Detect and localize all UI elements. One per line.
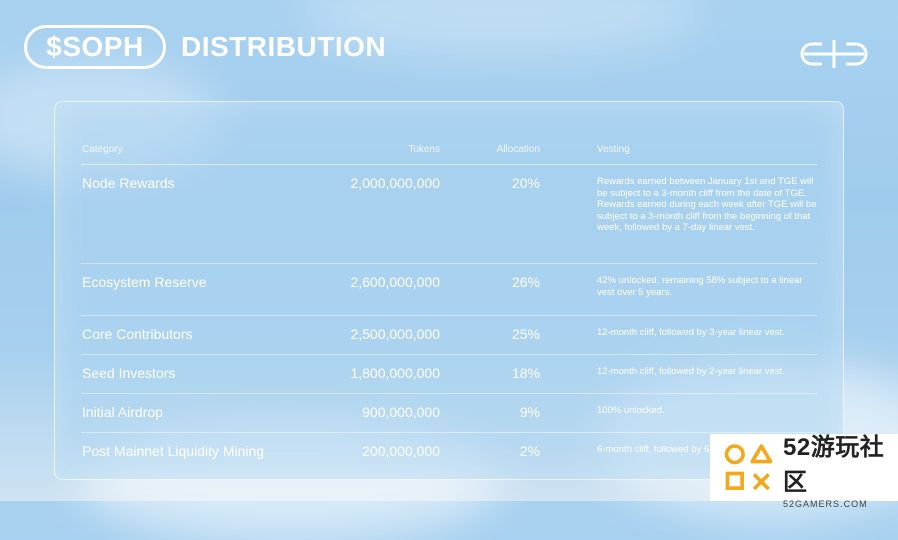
token-ticker: $SOPH	[46, 31, 144, 62]
distribution-table: Category Tokens Allocation Vesting Node …	[81, 134, 817, 471]
row-allocation: 18%	[441, 354, 541, 394]
watermark-title: 52游玩社区	[783, 433, 885, 496]
table-row: Core Contributors 2,500,000,000 25% 12-m…	[81, 315, 817, 355]
row-allocation: 25%	[441, 315, 541, 355]
row-vesting: Rewards earned between January 1st and T…	[541, 164, 817, 264]
page-title: DISTRIBUTION	[181, 31, 387, 62]
column-header-allocation: Allocation	[441, 134, 541, 165]
site-watermark: 52游玩社区 52GAMERS.COM	[710, 434, 898, 509]
row-tokens: 2,600,000,000	[333, 263, 441, 316]
row-tokens: 900,000,000	[333, 393, 441, 433]
column-header-tokens: Tokens	[333, 134, 441, 165]
row-tokens: 200,000,000	[362, 443, 440, 459]
table-row: Seed Investors 1,800,000,000 18% 12-mont…	[81, 354, 817, 394]
row-tokens: 2,500,000,000	[333, 315, 441, 355]
row-tokens: 2,000,000,000	[333, 164, 441, 264]
row-allocation: 26%	[441, 263, 541, 316]
row-vesting: 42% unlocked, remaining 58% subject to a…	[541, 263, 817, 316]
row-allocation: 9%	[441, 393, 541, 433]
table-row: Ecosystem Reserve 2,600,000,000 26% 42% …	[81, 263, 817, 316]
row-category: Ecosystem Reserve	[81, 263, 333, 316]
table-row: Post Mainnet Liquidity Mining 200,000,00…	[81, 433, 817, 472]
row-vesting: 12-month cliff, followed by 2-year linea…	[541, 354, 817, 394]
52gamers-logo-icon	[724, 443, 773, 490]
row-category: Node Rewards	[81, 164, 333, 264]
row-category: Seed Investors	[81, 354, 333, 394]
row-allocation: 2%	[519, 443, 540, 459]
column-header-vesting: Vesting	[541, 134, 817, 165]
row-vesting: 12-month cliff, followed by 3-year linea…	[541, 315, 817, 355]
row-category: Initial Airdrop	[81, 393, 333, 433]
row-category: Post Mainnet Liquidity Mining	[82, 443, 265, 459]
row-vesting: 6-month cliff, followed by 6-month linea…	[597, 444, 785, 455]
table-row: Node Rewards 2,000,000,000 20% Rewards e…	[81, 164, 817, 264]
row-allocation: 20%	[441, 164, 541, 264]
table-header-row: Category Tokens Allocation Vesting	[81, 134, 817, 165]
sophon-logo-icon	[800, 40, 868, 68]
row-category: Core Contributors	[81, 315, 333, 355]
page-header: $SOPH DISTRIBUTION	[24, 23, 386, 71]
distribution-card: Category Tokens Allocation Vesting Node …	[54, 101, 844, 480]
row-tokens: 1,800,000,000	[333, 354, 441, 394]
column-header-category: Category	[81, 134, 333, 165]
table-row: Initial Airdrop 900,000,000 9% 100% unlo…	[81, 393, 817, 433]
token-ticker-pill: $SOPH	[24, 25, 166, 69]
row-vesting: 100% unlocked.	[541, 393, 817, 433]
watermark-url: 52GAMERS.COM	[783, 498, 868, 509]
